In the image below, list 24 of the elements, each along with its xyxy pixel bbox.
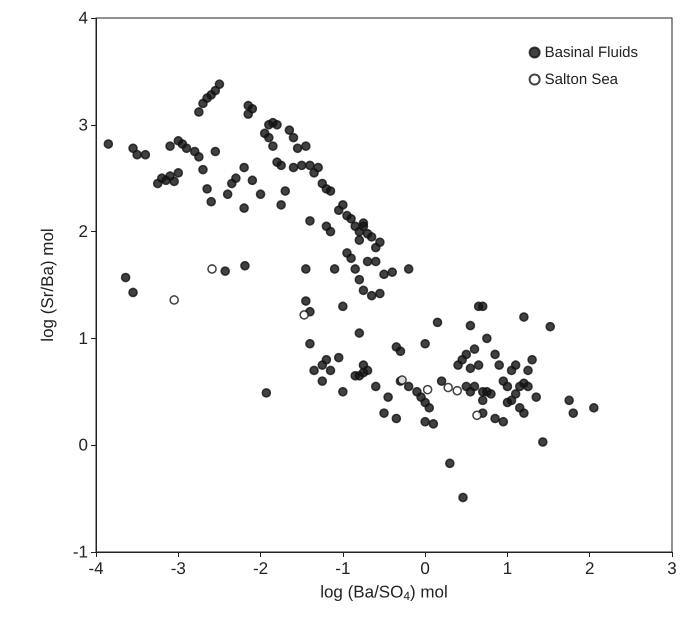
x-tick-label: -3 [170, 559, 186, 578]
x-tick-label: 1 [502, 559, 512, 578]
legend-label: Salton Sea [544, 71, 619, 88]
x-tick-label: 2 [584, 559, 594, 578]
point [299, 310, 309, 320]
y-tick-label: 4 [78, 8, 88, 28]
legend-label: Basinal Fluids [544, 44, 638, 61]
x-tick-label: -1 [335, 559, 350, 578]
point [472, 410, 482, 420]
y-tick-label: -1 [72, 542, 88, 562]
y-axis-title: log (Sr/Ba) mol [38, 228, 57, 342]
y-tick-label: 1 [78, 328, 88, 348]
y-tick-label: 2 [78, 222, 88, 242]
y-tick-label: 0 [78, 436, 88, 455]
y-tick-label: 3 [78, 115, 88, 134]
x-tick-label: -2 [253, 559, 268, 578]
point [169, 295, 179, 305]
point [207, 264, 217, 274]
point [452, 386, 462, 396]
x-tick-label: -4 [88, 559, 104, 578]
point [443, 382, 453, 392]
x-tick-label: 0 [420, 559, 430, 578]
point [422, 384, 432, 394]
x-tick-label: 3 [667, 559, 677, 578]
